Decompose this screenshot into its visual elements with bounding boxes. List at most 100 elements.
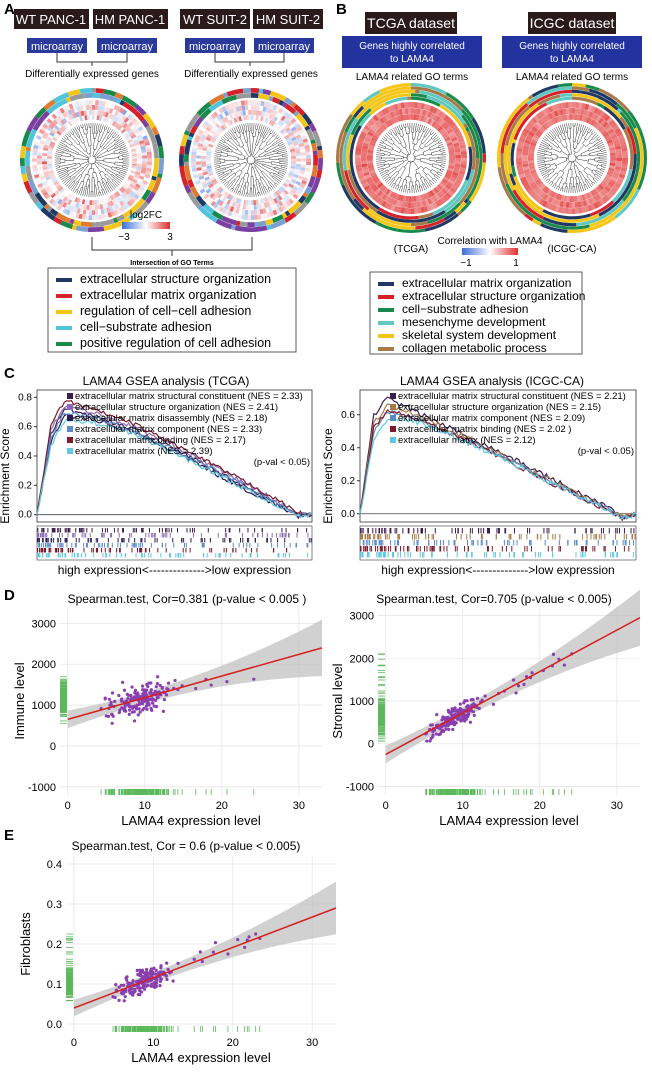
barcode-tick [102, 553, 104, 558]
heat-cell [369, 169, 376, 175]
barcode-tick [423, 552, 425, 558]
category-segment [184, 154, 189, 162]
heat-cell [400, 102, 405, 109]
heat-cell [612, 184, 620, 192]
heat-cell [250, 200, 254, 205]
barcode-tick [383, 552, 385, 558]
heat-cell [454, 160, 461, 165]
heat-cell [392, 192, 397, 199]
barcode-tick [40, 543, 42, 548]
barcode-tick [377, 546, 379, 552]
heat-cell [367, 157, 373, 161]
heat-cell [197, 145, 203, 151]
dendrogram-branch [546, 139, 558, 148]
heat-cell [131, 178, 138, 184]
heat-cell [209, 185, 216, 191]
heat-cell [191, 158, 196, 162]
data-point [194, 686, 198, 691]
category-segment [293, 110, 300, 117]
x-tick-label: 0 [383, 800, 389, 812]
barcode-tick [161, 543, 163, 548]
heat-cell [199, 188, 206, 194]
barcode-tick [41, 533, 43, 538]
dendrogram-branch [71, 143, 88, 157]
heat-cell [137, 158, 142, 162]
barcode-tick [54, 528, 56, 533]
heat-cell [206, 158, 211, 162]
heat-cell [590, 196, 597, 204]
panel-d-letter: D [4, 587, 15, 604]
dendrogram-branch [233, 162, 240, 165]
heat-cell [615, 131, 623, 137]
barcode-tick [256, 548, 258, 553]
category-segment [265, 218, 274, 226]
dendrogram-branch [229, 187, 233, 191]
heat-cell [89, 200, 92, 205]
barcode-tick [477, 540, 479, 546]
dendrogram-branch [235, 132, 239, 138]
dendrogram-branch [594, 141, 604, 147]
heat-cell [434, 193, 441, 201]
heat-cell [453, 168, 460, 174]
barcode-tick [361, 534, 363, 540]
dendrogram-branch [275, 182, 279, 186]
category-segment [317, 157, 323, 171]
barcode-tick [64, 538, 66, 543]
heat-cell [78, 213, 83, 220]
data-point [480, 698, 484, 702]
dendrogram-branch [233, 127, 237, 133]
barcode-tick [192, 533, 194, 538]
dendrogram-branch [386, 178, 391, 183]
dendrogram-branch [278, 171, 286, 175]
barcode-tick [417, 540, 419, 546]
heat-cell [131, 153, 137, 157]
heat-cell [616, 154, 622, 159]
category-segment [179, 145, 186, 155]
barcode-tick [375, 528, 377, 534]
heat-cell [122, 130, 128, 136]
dendrogram-branch [59, 163, 76, 167]
heat-cell [404, 201, 409, 208]
heat-cell [213, 196, 220, 203]
dendrogram-branch [74, 168, 84, 178]
dendrogram-branch [586, 178, 592, 188]
data-point [173, 678, 177, 683]
heat-cell [387, 119, 393, 126]
barcode-tick [104, 548, 106, 553]
heat-cell [295, 150, 301, 154]
heat-cell [46, 188, 53, 194]
dendrogram-branch [77, 180, 82, 190]
heat-cell [119, 107, 125, 114]
dendrogram-branch [415, 184, 417, 193]
heat-cell [254, 100, 258, 106]
x-tick-label: 0 [65, 800, 71, 812]
y-tick-label: 0 [368, 739, 374, 751]
heat-cell [256, 110, 260, 116]
heat-cell [146, 164, 152, 169]
heat-cell [278, 200, 284, 207]
heat-cell [583, 193, 589, 200]
heat-cell [210, 200, 217, 207]
data-point [145, 707, 149, 711]
dendrogram-branch [545, 178, 549, 182]
heat-cell [296, 188, 303, 194]
gsea-right-title: LAMA4 GSEA analysis (ICGC-CA) [400, 374, 584, 388]
heat-cell [447, 119, 455, 127]
barcode-tick [135, 553, 137, 558]
category-segment [184, 161, 189, 166]
heat-cell [291, 156, 296, 159]
heat-cell [221, 106, 227, 112]
barcode-tick [257, 533, 259, 538]
dendrogram-branch [222, 180, 226, 184]
heat-cell [376, 119, 383, 126]
heat-cell [522, 154, 528, 158]
heat-cell [125, 180, 131, 186]
barcode-tick [60, 553, 62, 558]
barcode-tick [420, 528, 422, 534]
heat-cell [64, 197, 70, 204]
barcode-tick [171, 528, 173, 533]
dendrogram-branch [272, 138, 282, 145]
data-point [468, 720, 472, 724]
dendrogram-branch [63, 136, 68, 140]
